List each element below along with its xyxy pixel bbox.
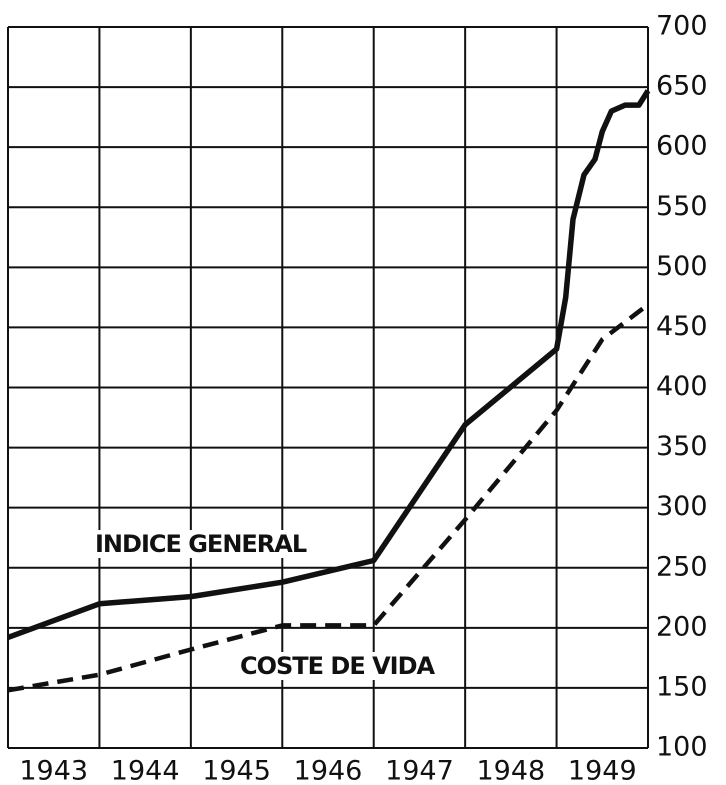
y-tick-label: 300 bbox=[656, 491, 708, 522]
y-tick-label: 400 bbox=[656, 371, 708, 402]
label-background bbox=[93, 530, 309, 558]
x-tick-label: 1945 bbox=[202, 756, 271, 785]
x-tick-label: 1944 bbox=[111, 756, 180, 785]
y-tick-label: 500 bbox=[656, 251, 708, 282]
x-tick-label: 1943 bbox=[19, 756, 88, 785]
label-background bbox=[238, 652, 438, 680]
series-label: COSTE DE VIDA bbox=[240, 652, 436, 680]
y-tick-label: 700 bbox=[656, 11, 708, 42]
x-tick-label: 1947 bbox=[385, 756, 454, 785]
y-tick-label: 550 bbox=[656, 191, 708, 222]
series-label: INDICE GENERAL bbox=[95, 530, 307, 558]
y-tick-label: 250 bbox=[656, 551, 708, 582]
y-tick-label: 200 bbox=[656, 611, 708, 642]
y-tick-label: 350 bbox=[656, 431, 708, 462]
y-tick-label: 600 bbox=[656, 131, 708, 162]
data-line bbox=[7, 89, 651, 640]
y-tick-label: 150 bbox=[656, 671, 708, 702]
x-tick-label: 1949 bbox=[568, 756, 637, 785]
data-line bbox=[7, 302, 650, 693]
x-tick-label: 1948 bbox=[476, 756, 545, 785]
x-tick-label: 1946 bbox=[294, 756, 363, 785]
y-tick-label: 450 bbox=[656, 311, 708, 342]
y-tick-label: 650 bbox=[656, 71, 708, 102]
y-tick-label: 100 bbox=[656, 732, 708, 763]
